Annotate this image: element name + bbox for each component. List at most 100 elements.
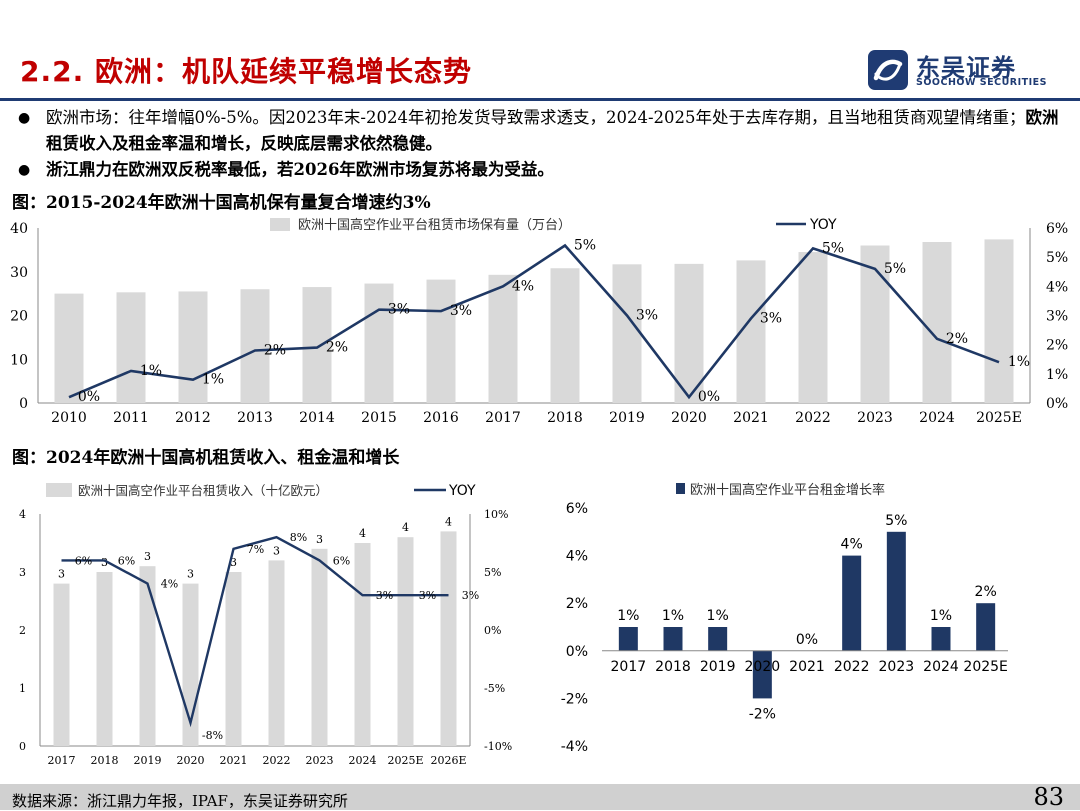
y2-tick-label: 5% [484,566,501,579]
yoy-data-label: 0% [78,389,100,405]
x-tick-label: 2021 [220,754,248,767]
bar [426,279,456,403]
bar [550,268,580,403]
bar [268,560,285,746]
bar [674,263,704,403]
bar [488,274,518,403]
yoy-data-label: 5% [884,261,906,277]
bar-data-label: 4 [445,515,452,528]
x-tick-label: 2025E [387,754,423,767]
bar-data-label: 1% [707,608,729,624]
y-tick-label: 0 [19,396,28,412]
bar [240,289,270,403]
y-tick-label: 1 [19,682,26,695]
bullet-list: ● 欧洲市场：往年增幅0%-5%。因2023年末-2024年初抢发货导致需求透支… [18,105,1068,183]
soochow-logo-icon [868,50,908,90]
y2-tick-label: 0% [484,624,501,637]
x-tick-label: 2019 [700,659,736,675]
yoy-data-label: 3% [636,308,658,324]
yoy-data-label: 3% [376,589,393,602]
bar [798,252,828,403]
y2-tick-label: 2% [1046,338,1068,354]
y2-tick-label: 6% [1046,221,1068,237]
yoy-data-label: -8% [202,729,223,742]
header-divider [0,98,1080,101]
yoy-data-label: 5% [574,238,596,254]
x-tick-label: 2021 [733,410,769,426]
bar-data-label: 1% [930,608,952,624]
x-tick-label: 2010 [51,410,87,426]
bar-data-label: 1% [617,608,639,624]
page-number: 83 [1033,783,1064,811]
x-tick-label: 2020 [177,754,205,767]
logo-text-cn: 东吴证券 [916,54,1016,82]
x-tick-label: 2023 [857,410,893,426]
x-tick-label: 2022 [795,410,831,426]
bar [354,543,371,746]
bar-data-label: 3 [273,544,280,557]
bar-data-label: 4 [359,527,366,540]
bar-data-label: 4 [402,521,409,534]
x-tick-label: 2015 [361,410,397,426]
x-tick-label: 2022 [834,659,870,675]
y2-tick-label: 0% [1046,396,1068,412]
yoy-data-label: 4% [512,278,534,294]
yoy-data-label: 0% [698,389,720,405]
y-tick-label: 0% [566,644,588,660]
x-tick-label: 2018 [547,410,583,426]
x-tick-label: 2018 [655,659,691,675]
bar [618,627,638,651]
y2-tick-label: 5% [1046,250,1068,266]
yoy-data-label: 7% [247,543,264,556]
x-tick-label: 2022 [263,754,291,767]
yoy-line [68,243,1000,400]
x-tick-label: 2014 [299,410,335,426]
bar-data-label: 1% [662,608,684,624]
y-tick-label: 2 [19,624,26,637]
y-tick-label: 10 [10,352,28,368]
bar [886,531,906,651]
bar [397,537,414,746]
yoy-data-label: 1% [202,372,224,388]
x-tick-label: 2019 [134,754,162,767]
bar [54,293,84,403]
bar [364,283,394,403]
y2-tick-label: -5% [484,682,505,695]
data-source: 数据来源：浙江鼎力年报，IPAF，东吴证券研究所 [12,792,348,810]
y2-tick-label: 4% [1046,279,1068,295]
bar [440,531,457,746]
y-tick-label: 0 [19,740,26,753]
footer-bar [0,784,1080,810]
bar [663,627,683,651]
x-tick-label: 2024 [923,659,959,675]
x-tick-label: 2025E [976,410,1022,426]
company-logo: 东吴证券 SOOCHOW SECURITIES [868,48,1058,90]
bar [922,242,952,403]
x-tick-label: 2017 [485,410,521,426]
bar [612,264,642,403]
rental-revenue-chart: 0 1 2 3 4 -10% -5% 0% 5% 10% 3 3 3 3 3 3 3 4 4 4 2017 2018 201… [19,483,512,767]
yoy-data-label: 3% [450,303,472,319]
y-tick-label: 30 [10,265,28,281]
yoy-data-label: 6% [75,554,92,567]
yoy-data-label: 6% [333,554,350,567]
bullet-item: ● 欧洲市场：往年增幅0%-5%。因2023年末-2024年初抢发货导致需求透支… [18,105,1068,157]
bar [96,572,113,746]
y-tick-label: 40 [10,221,28,237]
bar-data-label: 2% [975,584,997,600]
x-tick-label: 2025E [963,659,1007,675]
bar-data-label: 5% [885,513,907,529]
x-tick-label: 2019 [609,410,645,426]
yoy-data-label: 3% [419,589,436,602]
x-tick-label: 2024 [919,410,955,426]
yoy-data-label: 1% [140,363,162,379]
y-tick-label: -4% [561,739,588,755]
y-tick-label: 4 [19,508,26,521]
bar-data-label: 3 [144,550,151,563]
logo-text-en: SOOCHOW SECURITIES [916,77,1047,88]
x-tick-label: 2026E [430,754,466,767]
bar [708,627,728,651]
bullet-text-bold: 浙江鼎力在欧洲双反税率最低，若2026年欧洲市场复苏将最为受益。 [46,160,554,179]
legend-bar-label: 欧洲十国高空作业平台租赁市场保有量（万台） [298,217,571,233]
bar-data-label: -2% [749,706,776,722]
